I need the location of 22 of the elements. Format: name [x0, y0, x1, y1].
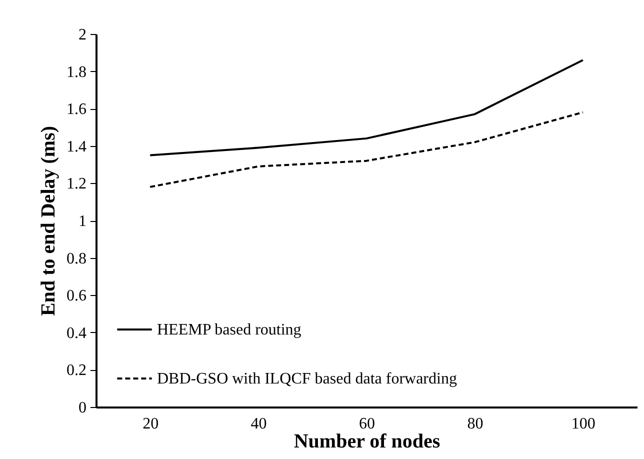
y-tick-label: 1.2: [66, 176, 86, 193]
x-axis-title: Number of nodes: [294, 430, 440, 452]
x-tick-label: 100: [571, 416, 596, 432]
y-tick-label: 0.8: [66, 250, 86, 268]
y-tick-label: 0: [78, 400, 86, 416]
y-tick-label: 0.2: [66, 362, 86, 380]
y-tick-label: 0.4: [66, 324, 86, 342]
line-series: [149, 111, 584, 188]
y-axis-title: End to end Delay (ms): [38, 126, 60, 316]
x-tick-label: 20: [142, 416, 159, 432]
y-tick-label: 0.6: [66, 288, 86, 305]
x-tick-label: 40: [250, 416, 267, 432]
y-tick-label: 1.4: [66, 138, 86, 156]
y-tick-label: 2: [78, 26, 86, 44]
y-tick-label: 1: [78, 213, 86, 230]
line-series: [149, 59, 584, 156]
legend-label: HEEMP based routing: [157, 322, 302, 338]
y-tick-label: 1.8: [66, 64, 86, 81]
legend-label: DBD-GSO with ILQCF based data forwarding: [157, 370, 457, 388]
x-tick-label: 60: [359, 416, 375, 432]
y-tick-label: 1.6: [66, 101, 86, 118]
x-tick-label: 80: [467, 416, 484, 432]
